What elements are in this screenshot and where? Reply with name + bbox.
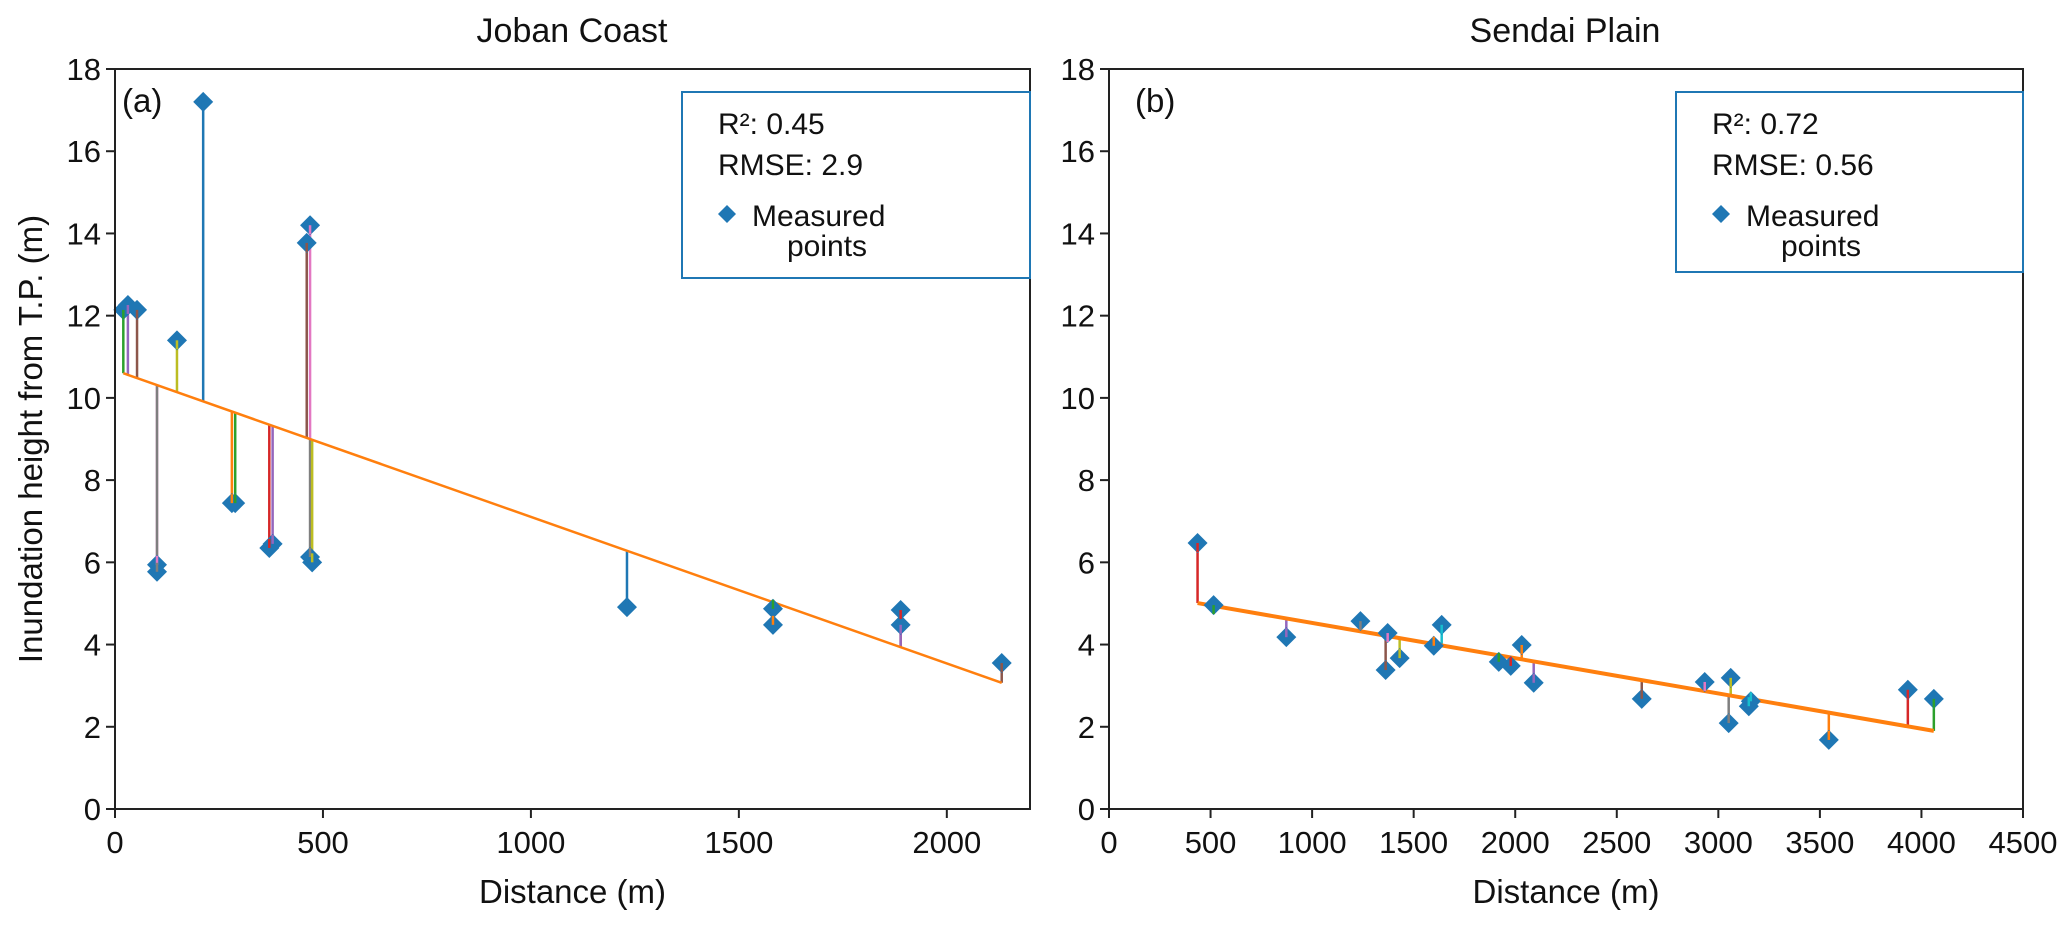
y-tick-label: 16 [67, 134, 101, 169]
y-tick-label: 14 [1061, 216, 1095, 251]
y-tick-label: 18 [1061, 52, 1095, 87]
x-axis-label: Distance (m) [479, 873, 666, 910]
y-tick-label: 4 [84, 628, 101, 663]
panel-sendai-plain: Sendai Plain 0 2 4 6 8 10 12 14 16 18 0 500 1000 150… [1061, 12, 2058, 910]
x-tick-label: 1500 [704, 825, 773, 860]
x-tick-label: 2000 [912, 825, 981, 860]
chart-title: Sendai Plain [1470, 12, 1661, 50]
x-ticks: 0 500 1000 1500 2000 [106, 809, 981, 860]
legend-entry-label-line2: points [787, 230, 867, 263]
chart-title: Joban Coast [477, 12, 668, 50]
y-tick-label: 16 [1061, 134, 1095, 169]
legend-box [1675, 91, 2024, 273]
x-tick-label: 4000 [1887, 825, 1956, 860]
y-tick-label: 14 [67, 216, 101, 251]
regression-line [122, 372, 1003, 684]
y-tick-label: 10 [1061, 381, 1095, 416]
y-tick-label: 0 [1078, 792, 1095, 827]
y-tick-label: 18 [67, 52, 101, 87]
y-ticks: 0 2 4 6 8 10 12 14 16 18 [1061, 52, 1109, 827]
y-tick-label: 0 [84, 792, 101, 827]
axes-frame [1108, 68, 2024, 810]
plot-area [1187, 533, 1944, 750]
y-tick-label: 6 [84, 545, 101, 580]
x-tick-label: 4500 [1989, 825, 2058, 860]
x-tick-label: 1000 [496, 825, 565, 860]
legend-entry-label: Measured [1746, 200, 1879, 233]
x-tick-label: 0 [106, 825, 123, 860]
x-tick-label: 2500 [1582, 825, 1651, 860]
y-tick-label: 4 [1078, 628, 1095, 663]
y-tick-label: 2 [84, 710, 101, 745]
legend: R²: 0.72 RMSE: 0.56 Measured points [1675, 91, 2024, 273]
plot-area [113, 91, 1012, 684]
legend-rmse: RMSE: 2.9 [718, 149, 863, 182]
axes-frame [114, 68, 1031, 810]
y-tick-label: 10 [67, 381, 101, 416]
legend-entry-label-line2: points [1781, 230, 1861, 263]
x-ticks: 0 500 1000 1500 2000 2500 3000 3500 4000 4500 [1100, 809, 2057, 860]
x-tick-label: 500 [297, 825, 349, 860]
panel-label: (a) [122, 82, 162, 119]
x-tick-label: 3000 [1684, 825, 1753, 860]
y-tick-label: 12 [67, 299, 101, 334]
legend-r2: R²: 0.45 [718, 108, 825, 141]
regression-line [1197, 601, 1935, 733]
y-axis-label: Inundation height from T.P. (m) [12, 215, 49, 663]
legend-box [681, 91, 1031, 279]
legend-diamond-marker [1712, 205, 1730, 223]
y-tick-label: 8 [84, 463, 101, 498]
panel-label: (b) [1135, 82, 1175, 119]
data-point [225, 493, 246, 514]
y-tick-label: 12 [1061, 299, 1095, 334]
panel-joban-coast: Joban Coast 0 2 4 6 8 10 12 14 16 18 0 500 1000 1500… [67, 12, 1031, 910]
x-tick-label: 500 [1185, 825, 1237, 860]
x-tick-label: 2000 [1481, 825, 1550, 860]
x-tick-label: 1000 [1278, 825, 1347, 860]
x-tick-label: 1500 [1379, 825, 1448, 860]
legend-rmse: RMSE: 0.56 [1712, 149, 1874, 182]
y-tick-label: 6 [1078, 545, 1095, 580]
legend-entry-label: Measured [752, 200, 885, 233]
y-ticks: 0 2 4 6 8 10 12 14 16 18 [67, 52, 115, 827]
y-tick-label: 8 [1078, 463, 1095, 498]
legend: R²: 0.45 RMSE: 2.9 Measured points [681, 91, 1031, 279]
x-tick-label: 0 [1100, 825, 1117, 860]
x-axis-label: Distance (m) [1472, 873, 1659, 910]
x-tick-label: 3500 [1785, 825, 1854, 860]
y-tick-label: 2 [1078, 710, 1095, 745]
legend-r2: R²: 0.72 [1712, 108, 1819, 141]
legend-diamond-marker [718, 205, 736, 223]
